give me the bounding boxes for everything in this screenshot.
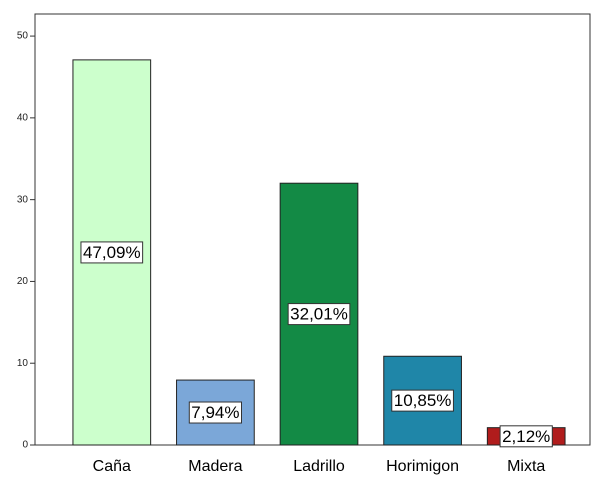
value-label: 47,09%: [83, 243, 141, 262]
y-tick-label: 10: [17, 358, 29, 369]
y-tick-label: 0: [22, 440, 28, 451]
value-label-box: [188, 401, 243, 424]
y-tick-label: 20: [17, 276, 29, 287]
y-tick-label: 30: [17, 194, 29, 205]
value-label: 32,01%: [290, 305, 348, 324]
value-label-box: [80, 241, 144, 264]
value-label: 7,94%: [191, 403, 239, 422]
x-tick-label: Mixta: [507, 458, 545, 475]
value-label-box: [287, 303, 351, 326]
value-label-box: [391, 389, 454, 412]
x-tick-label: Ladrillo: [293, 458, 345, 475]
x-tick-label: Horimigon: [386, 458, 459, 475]
value-label: 10,85%: [394, 391, 452, 410]
y-tick-label: 40: [17, 113, 29, 124]
y-tick-label: 50: [17, 31, 29, 42]
x-tick-label: Madera: [188, 458, 242, 475]
value-label: 2,12%: [502, 427, 550, 446]
value-label-box: [499, 425, 553, 448]
x-tick-label: Caña: [93, 458, 131, 475]
